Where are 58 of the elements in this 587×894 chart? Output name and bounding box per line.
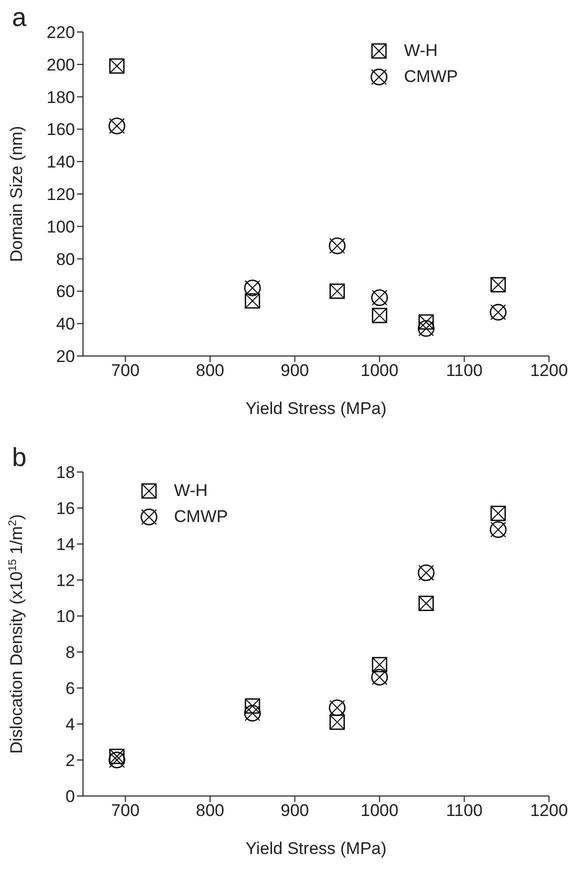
- chart-title: b: [12, 442, 26, 473]
- y-tick-label: 0: [66, 787, 75, 806]
- y-tick-label: 16: [56, 499, 75, 518]
- point: [108, 118, 126, 134]
- y-tick-label: 20: [56, 347, 75, 366]
- x-tick-label: 1200: [530, 361, 568, 380]
- x-tick-label: 900: [280, 361, 310, 380]
- x-tick-label: 1000: [360, 361, 398, 380]
- x-tick-label: 900: [280, 801, 310, 820]
- y-tick-label: 6: [66, 679, 75, 698]
- point: [109, 58, 125, 74]
- y-tick-label: 80: [56, 250, 75, 269]
- y-tick-label: 18: [56, 463, 75, 482]
- y-tick-label: 12: [56, 571, 75, 590]
- y-tick-label: 180: [46, 88, 75, 107]
- legend-label: W-H: [404, 41, 438, 61]
- point: [109, 748, 125, 764]
- y-tick-label: 200: [46, 55, 75, 74]
- point: [418, 596, 434, 612]
- x-axis-title: Yield Stress (MPa): [245, 839, 387, 858]
- point: [418, 314, 434, 330]
- point: [490, 304, 507, 321]
- x-tick-label: 700: [111, 801, 140, 820]
- point: [244, 704, 261, 722]
- y-tick-label: 60: [56, 282, 75, 302]
- y-tick-label: 100: [46, 217, 75, 236]
- point: [490, 277, 506, 292]
- x-tick-label: 700: [111, 361, 140, 380]
- y-tick-label: 160: [46, 120, 75, 140]
- y-tick-label: 2: [66, 751, 75, 770]
- y-tick-label: 40: [56, 314, 75, 334]
- point: [372, 308, 388, 324]
- y-axis-title: Domain Size (nm): [7, 126, 26, 262]
- legend-label: CMWP: [404, 67, 458, 87]
- point: [418, 564, 434, 582]
- point: [371, 289, 388, 306]
- x-tick-label: 1100: [446, 801, 483, 820]
- chart-title: a: [12, 2, 26, 33]
- y-tick-label: 10: [56, 607, 75, 626]
- y-tick-label: 140: [46, 152, 75, 172]
- x-axis-title: Yield Stress (MPa): [245, 399, 387, 418]
- y-tick-label: 8: [66, 643, 75, 662]
- point: [108, 752, 126, 768]
- x-tick-label: 1000: [360, 801, 398, 820]
- y-tick-label: 14: [56, 535, 75, 554]
- point: [328, 237, 346, 254]
- point: [330, 284, 345, 299]
- point: [244, 698, 260, 714]
- legend-label: CMWP: [174, 507, 228, 527]
- y-tick-label: 120: [46, 185, 75, 204]
- y-tick-label: 220: [46, 23, 75, 42]
- x-tick-label: 1100: [446, 361, 483, 380]
- point: [418, 320, 434, 337]
- x-tick-label: 800: [196, 361, 224, 380]
- x-tick-label: 800: [196, 801, 224, 820]
- x-tick-label: 1200: [530, 801, 568, 820]
- legend-label: W-H: [174, 481, 208, 501]
- y-tick-label: 4: [66, 715, 75, 734]
